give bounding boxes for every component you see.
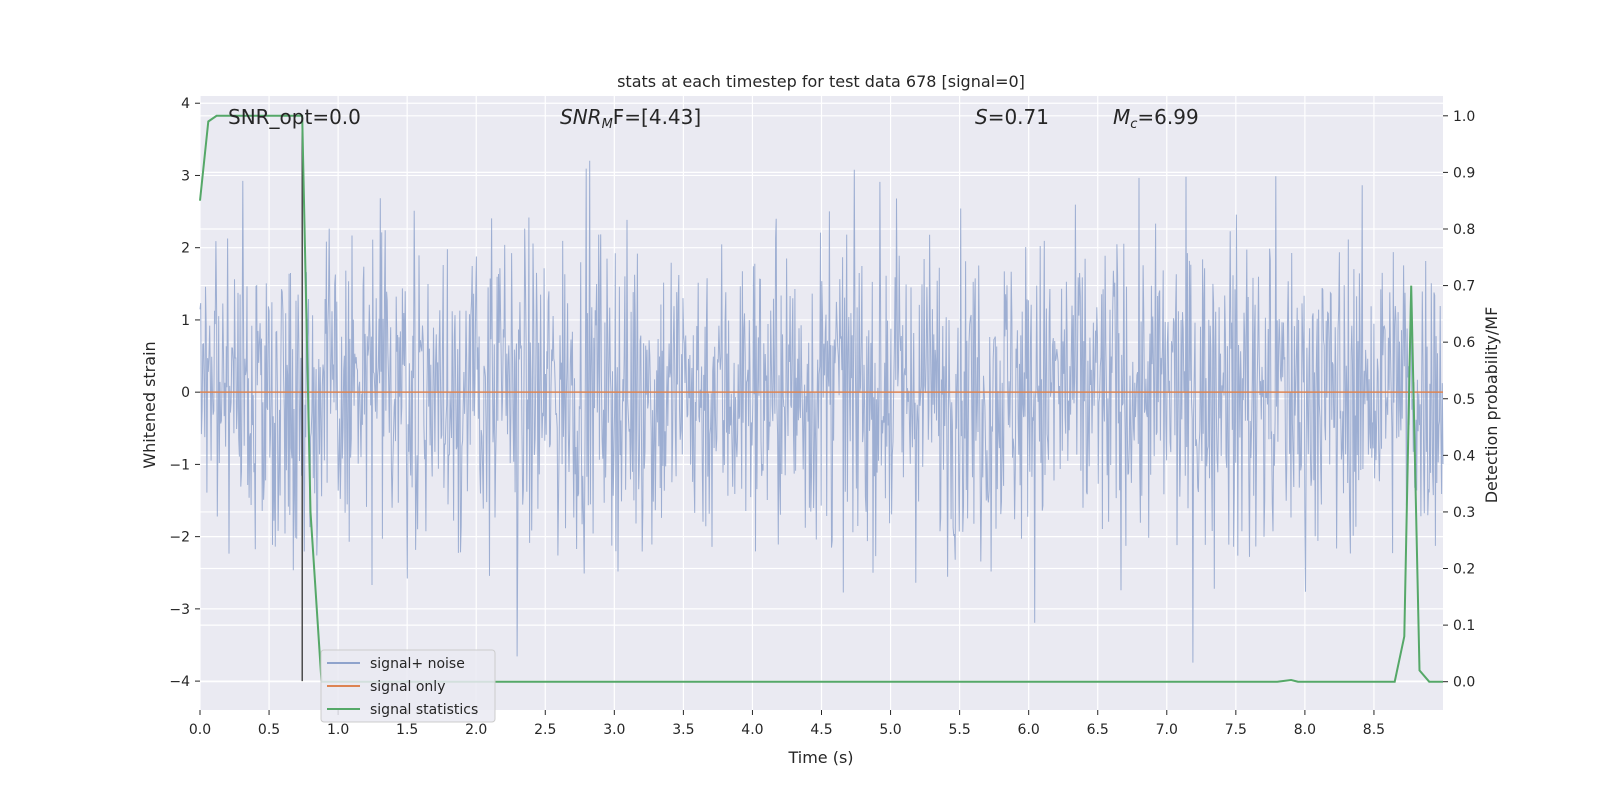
x-tick-label-14: 7.0: [1156, 722, 1178, 738]
y-right-tick-label-1: 0.9: [1453, 165, 1475, 181]
x-tick-label-2: 1.0: [327, 722, 349, 738]
y-right-tick-label-4: 0.6: [1453, 335, 1475, 351]
y-left-tick-label-7: −3: [169, 602, 190, 618]
signal-noise-line: [199, 160, 1444, 663]
series-lines: [199, 114, 1443, 683]
y-right-tick-label-3: 0.7: [1453, 279, 1475, 295]
y-right-tick-label-5: 0.5: [1453, 392, 1475, 408]
annotation-mc: Mc=6.99: [1113, 105, 1199, 132]
annotation-mc-value: =6.99: [1137, 105, 1198, 129]
x-tick-label-17: 8.5: [1363, 722, 1385, 738]
x-tick-label-13: 6.5: [1087, 722, 1109, 738]
annotation-snr-mf-rest: F=[4.43]: [613, 105, 701, 129]
y-left-axis-ticks: 4 3 2 1 0 −1 −2 −3 −4: [169, 96, 200, 690]
y-left-tick-label-8: −4: [169, 674, 190, 690]
y-right-tick-label-2: 0.8: [1453, 222, 1475, 238]
y-left-axis-label: Whitened strain: [140, 341, 159, 468]
annotation-snr-mf: SNRMF=[4.43]: [560, 105, 701, 132]
x-axis-ticks: 0.0 0.5 1.0 1.5 2.0 2.5 3.0 3.5 4.0 4.5 5.0 5.5 6.0 6…: [189, 710, 1385, 738]
y-right-tick-label-0: 1.0: [1453, 109, 1475, 125]
series-signal-noise: [199, 160, 1444, 663]
x-tick-label-3: 1.5: [396, 722, 418, 738]
x-tick-label-8: 4.0: [741, 722, 763, 738]
legend: signal+ noise signal only signal statist…: [320, 649, 496, 723]
y-left-tick-label-3: 1: [181, 313, 190, 329]
x-tick-label-4: 2.0: [465, 722, 487, 738]
chart-title: stats at each timestep for test data 678…: [617, 72, 1025, 91]
legend-label-signal-only: signal only: [370, 679, 445, 695]
y-right-tick-label-8: 0.2: [1453, 562, 1475, 578]
annotation-s: S=0.71: [975, 105, 1049, 129]
annotation-snr-mf-sub: M: [602, 117, 613, 132]
legend-label-signal-noise: signal+ noise: [370, 656, 465, 672]
y-right-tick-label-6: 0.4: [1453, 448, 1475, 464]
x-tick-label-11: 5.5: [948, 722, 970, 738]
x-tick-label-9: 4.5: [810, 722, 832, 738]
y-left-tick-label-5: −1: [169, 457, 190, 473]
legend-box: [320, 649, 496, 723]
x-tick-label-6: 3.0: [603, 722, 625, 738]
annotation-mc-base: M: [1113, 105, 1130, 129]
x-tick-label-5: 2.5: [534, 722, 556, 738]
x-tick-label-10: 5.0: [879, 722, 901, 738]
annotation-mc-sub: c: [1130, 117, 1137, 132]
x-tick-label-0: 0.0: [189, 722, 211, 738]
y-left-tick-label-2: 2: [181, 241, 190, 257]
x-tick-label-1: 0.5: [258, 722, 280, 738]
annotation-s-label: S: [975, 105, 988, 129]
x-tick-label-7: 3.5: [672, 722, 694, 738]
x-tick-label-15: 7.5: [1225, 722, 1247, 738]
signal-statistics-line: [199, 114, 1443, 683]
y-right-tick-label-10: 0.0: [1453, 675, 1475, 691]
legend-label-signal-statistics: signal statistics: [370, 702, 478, 718]
x-tick-label-12: 6.0: [1018, 722, 1040, 738]
annotation-snr-opt: SNR_opt=0.0: [228, 105, 361, 129]
y-right-tick-label-9: 0.1: [1453, 618, 1475, 634]
y-right-axis-ticks: 1.0 0.9 0.8 0.7 0.6 0.5 0.4 0.3 0.2 0.1 0.0: [1443, 109, 1475, 691]
y-right-tick-label-7: 0.3: [1453, 505, 1475, 521]
annotation-s-value: =0.71: [988, 105, 1049, 129]
y-left-tick-label-6: −2: [169, 530, 190, 546]
y-left-tick-label-1: 3: [181, 168, 190, 184]
y-left-tick-label-0: 4: [181, 96, 190, 112]
x-axis-label: Time (s): [787, 748, 853, 767]
annotation-snr-mf-base: SNR: [560, 105, 602, 129]
x-tick-label-16: 8.0: [1294, 722, 1316, 738]
y-right-axis-label: Detection probability/MF: [1482, 307, 1501, 504]
y-left-tick-label-4: 0: [181, 385, 190, 401]
